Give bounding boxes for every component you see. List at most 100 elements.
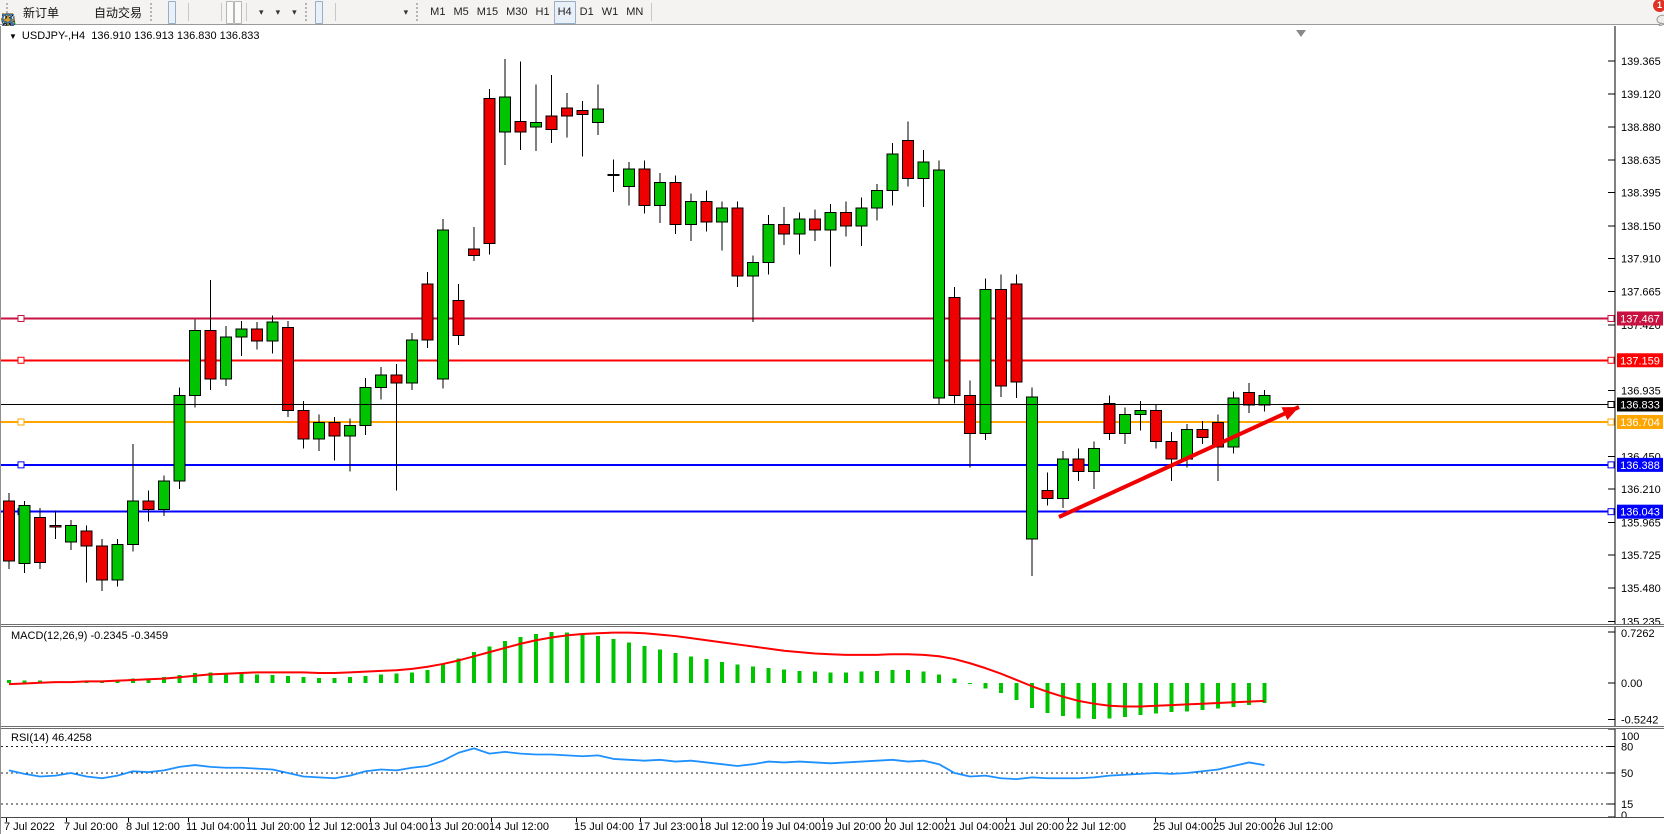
price-tick-label[interactable]: 138.395 (1621, 188, 1661, 200)
candle (731, 207, 744, 277)
macd-tick-label[interactable]: 0.00 (1621, 678, 1642, 690)
macd-histogram-bar (239, 673, 244, 683)
search-button[interactable] (1, 1, 1654, 27)
history-center-button[interactable] (0, 1, 71, 26)
candle (1227, 397, 1240, 448)
price-tick-label[interactable]: 138.150 (1621, 221, 1661, 233)
price-tick-label[interactable]: 138.880 (1621, 122, 1661, 134)
macd-histogram-bar (968, 682, 972, 685)
price-tick-label[interactable]: 135.235 (1621, 616, 1661, 624)
crosshair-button[interactable] (2, 1, 331, 26)
pane-splitter[interactable] (1, 726, 1664, 729)
arrows-button[interactable]: ▾ (1, 1, 413, 27)
timeframe-m15[interactable]: M15 (473, 1, 502, 24)
timeframe-d1[interactable]: D1 (576, 1, 598, 24)
hline-marker[interactable] (17, 356, 25, 364)
macd-signal-line (8, 631, 1265, 708)
hline-marker[interactable] (17, 418, 25, 426)
price-tick-label[interactable]: 138.635 (1621, 155, 1661, 167)
price-tick-label[interactable]: 135.480 (1621, 583, 1661, 595)
rsi-tick-label[interactable]: 80 (1621, 742, 1633, 754)
vertical-line-button[interactable] (7, 1, 348, 26)
price-tick-label[interactable]: 136.210 (1621, 484, 1661, 496)
time-label: 26 Jul 12:00 (1273, 821, 1333, 833)
period-selector-button[interactable]: ▾ (1, 1, 285, 27)
timeframe-h1[interactable]: H1 (532, 1, 554, 24)
time-tick (1155, 818, 1156, 822)
macd-histogram-bar (751, 666, 755, 683)
new-chart-button[interactable]: ▾ (2, 1, 268, 26)
rsi-tick-label[interactable]: 100 (1621, 731, 1639, 743)
trendline-button[interactable] (2, 1, 364, 26)
timeframe-w1[interactable]: W1 (598, 1, 623, 24)
hline-marker[interactable] (17, 461, 25, 469)
macd-tick-label[interactable]: -0.5242 (1621, 714, 1658, 726)
line-chart-button[interactable] (3, 1, 184, 26)
text-button[interactable]: A (4, 1, 388, 28)
price-chart-pane[interactable]: 139.365 139.120 138.880 138.635 138.395 138.1… (1, 26, 1664, 624)
candlestick-chart-button[interactable] (3, 0, 177, 26)
chart-ohlc-values: 136.910 136.913 136.830 136.833 (91, 30, 260, 42)
bar-chart-button[interactable] (3, 1, 168, 26)
price-tick-label[interactable]: 135.965 (1621, 517, 1661, 529)
candle (80, 530, 93, 547)
macd-pane[interactable]: 0.7262 0.00 -0.5242 (1, 627, 1664, 726)
rsi-tick-label[interactable]: 50 (1621, 768, 1633, 780)
rsi-tick-label[interactable]: 15 (1621, 799, 1633, 811)
auto-trading-button[interactable]: 自动交易 (1, 1, 146, 28)
price-tick-label[interactable]: 137.665 (1621, 287, 1661, 299)
candle (1057, 458, 1069, 500)
price-tick-label[interactable]: 137.910 (1621, 253, 1661, 265)
horizontal-line-button[interactable] (2, 1, 356, 24)
price-tick-label[interactable]: 139.365 (1621, 56, 1661, 68)
equidistant-channel-button[interactable]: E (1, 1, 372, 28)
timeframe-mn[interactable]: MN (622, 1, 647, 24)
timeframe-m30[interactable]: M30 (502, 1, 531, 24)
candle (359, 386, 372, 426)
timeframe-m1[interactable]: M1 (426, 1, 449, 24)
new-order-button[interactable]: 新订单 (2, 1, 63, 27)
pane-splitter[interactable] (1, 624, 1664, 627)
time-label: 11 Jul 20:00 (246, 821, 306, 833)
rsi-tick-label[interactable]: 0 (1621, 810, 1627, 817)
timeframe-h4[interactable]: H4 (553, 0, 576, 24)
tile-windows-button[interactable] (2, 1, 217, 26)
macd-tick-label[interactable]: 0.7262 (1621, 628, 1655, 640)
cursor-button[interactable] (4, 0, 323, 27)
price-tick-label[interactable]: 139.120 (1621, 89, 1661, 101)
chevron-down-icon[interactable]: ▾ (259, 6, 264, 17)
time-tick (946, 818, 947, 822)
text-label-button[interactable]: T (2, 1, 396, 26)
trend-arrow-head[interactable] (1281, 407, 1299, 421)
time-label: 21 Jul 04:00 (944, 821, 1004, 833)
time-tick (763, 818, 764, 822)
hline-marker[interactable] (17, 314, 25, 322)
auto-scroll-button[interactable] (3, 0, 235, 26)
candle (840, 211, 852, 227)
chart-shift-button[interactable] (3, 0, 243, 26)
candle (1243, 392, 1255, 406)
chevron-down-icon[interactable]: ▾ (275, 6, 281, 17)
candle (235, 328, 248, 338)
notifications-button[interactable]: 1 (1652, 0, 1664, 28)
price-tick-label[interactable]: 136.935 (1621, 386, 1661, 398)
zoom-in-button[interactable] (2, 1, 201, 27)
market-watch-button[interactable] (2, 1, 79, 26)
signals-button[interactable] (2, 1, 87, 26)
price-tick-label[interactable]: 135.725 (1621, 550, 1661, 562)
time-axis[interactable]: 7 Jul 2022 7 Jul 20:00 8 Jul 12:00 11 Jul 0… (1, 818, 1664, 834)
zoom-out-button[interactable] (2, 1, 209, 27)
macd-histogram-bar (208, 672, 213, 683)
fibonacci-button[interactable]: F (2, 1, 380, 28)
chevron-down-icon[interactable]: ▾ (403, 6, 409, 17)
timeframe-m5[interactable]: M5 (449, 1, 472, 24)
time-label: 14 Jul 12:00 (489, 821, 549, 833)
template-button[interactable]: ▾ (2, 1, 301, 26)
chevron-down-icon[interactable]: ▼ (9, 32, 17, 41)
trend-arrow[interactable] (1058, 405, 1300, 519)
candle (793, 218, 806, 235)
chart-window[interactable]: ▼ USDJPY-,H4 136.910 136.913 136.830 136.… (0, 26, 1664, 834)
chevron-down-icon[interactable]: ▾ (292, 6, 297, 17)
macd-histogram-bar (1045, 682, 1050, 713)
